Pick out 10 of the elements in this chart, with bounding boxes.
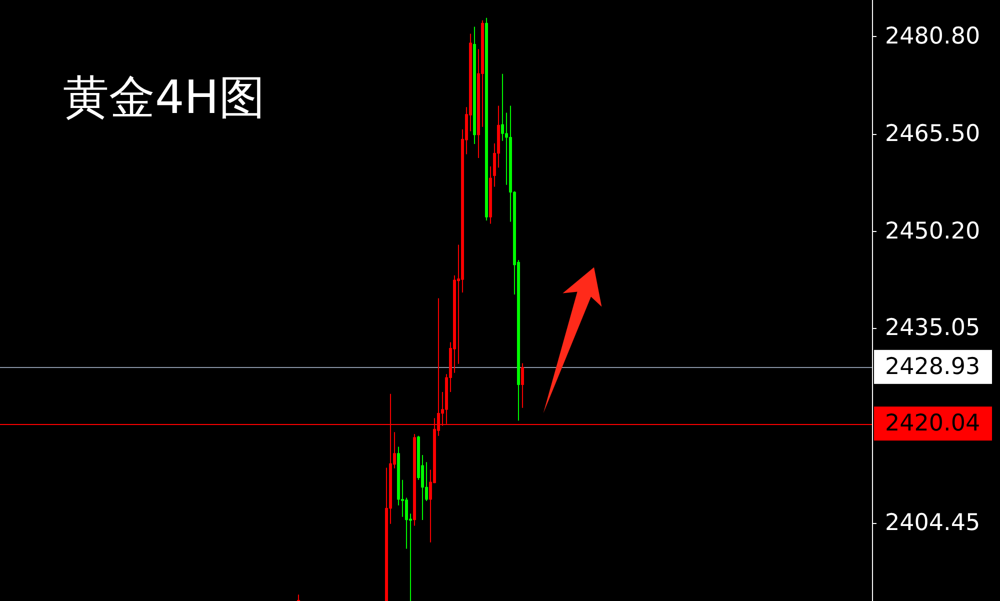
y-tick-label: 2404.45 <box>885 510 980 536</box>
y-tick-label: 2480.80 <box>885 23 980 50</box>
ref-line: 2428.93 <box>0 350 992 384</box>
ref-line-label: 2420.04 <box>885 410 980 437</box>
y-tick-label: 2465.50 <box>885 120 980 147</box>
text: 黄金4H图 <box>63 70 265 124</box>
ref-line: 2420.04 <box>0 406 992 441</box>
y-tick-label: 2435.05 <box>885 314 980 341</box>
ref-line-label: 2428.93 <box>885 354 980 380</box>
y-tick-label: 2450.20 <box>885 218 980 244</box>
